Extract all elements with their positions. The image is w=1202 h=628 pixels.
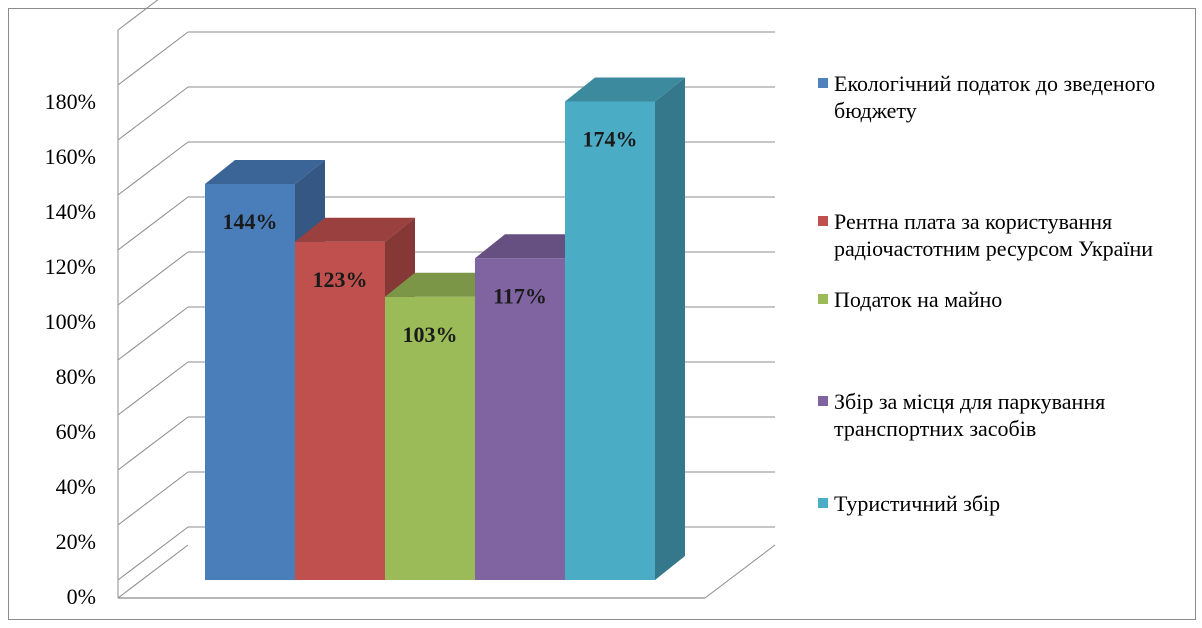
- legend-swatch: [818, 498, 828, 508]
- legend-item: Екологічний податок до зведеного бюджету: [818, 70, 1184, 124]
- side-gridline: [117, 526, 189, 581]
- legend-item: Збір за місця для паркування транспортни…: [818, 388, 1184, 442]
- side-gridline: [117, 196, 189, 251]
- bar: [295, 241, 385, 580]
- side-gridline: [117, 306, 189, 361]
- y-tick-label: 180%: [45, 89, 96, 114]
- y-tick-label: 80%: [56, 364, 96, 389]
- legend-label: Екологічний податок до зведеного бюджету: [834, 71, 1156, 123]
- y-tick-label: 100%: [45, 309, 96, 334]
- data-label: 103%: [403, 322, 458, 347]
- legend-label: Туристичний збір: [834, 491, 1001, 516]
- legend-swatch: [818, 216, 828, 226]
- data-label: 174%: [583, 127, 638, 152]
- bar-top: [295, 217, 415, 242]
- bar-top: [205, 160, 325, 184]
- legend-item: Рентна плата за користування радіочастот…: [818, 208, 1184, 262]
- data-label: 117%: [493, 283, 547, 308]
- legend-item: Туристичний збір: [818, 490, 1184, 517]
- side-gridline: [117, 141, 189, 196]
- side-gridline: [117, 31, 189, 86]
- data-label: 123%: [313, 267, 368, 292]
- y-tick-label: 120%: [45, 254, 96, 279]
- side-gridline: [117, 86, 189, 141]
- side-gridline: [117, 471, 189, 526]
- side-gridline: [117, 251, 189, 306]
- data-label: 144%: [223, 209, 278, 234]
- y-tick-label: 160%: [45, 144, 96, 169]
- bar: [475, 258, 565, 580]
- floor-right-edge: [704, 544, 776, 599]
- bar-top: [565, 77, 685, 102]
- floor-left-edge: [117, 544, 189, 599]
- side-gridline: [117, 416, 189, 471]
- bar: [565, 101, 655, 580]
- bar: [385, 296, 475, 580]
- y-tick-label: 20%: [56, 529, 96, 554]
- legend-label: Податок на майно: [834, 287, 1003, 312]
- y-tick-label: 40%: [56, 474, 96, 499]
- side-gridline: [117, 361, 189, 416]
- bar-side: [655, 77, 685, 580]
- y-tick-label: 60%: [56, 419, 96, 444]
- bar: [205, 184, 295, 580]
- legend-swatch: [818, 396, 828, 406]
- legend-label: Збір за місця для паркування транспортни…: [834, 389, 1106, 441]
- side-gridline: [117, 0, 159, 31]
- legend-item: Податок на майно: [818, 286, 1184, 313]
- legend-swatch: [818, 78, 828, 88]
- y-tick-label: 140%: [45, 199, 96, 224]
- legend-label: Рентна плата за користування радіочастот…: [834, 209, 1154, 261]
- legend-swatch: [818, 294, 828, 304]
- y-tick-label: 0%: [67, 584, 96, 609]
